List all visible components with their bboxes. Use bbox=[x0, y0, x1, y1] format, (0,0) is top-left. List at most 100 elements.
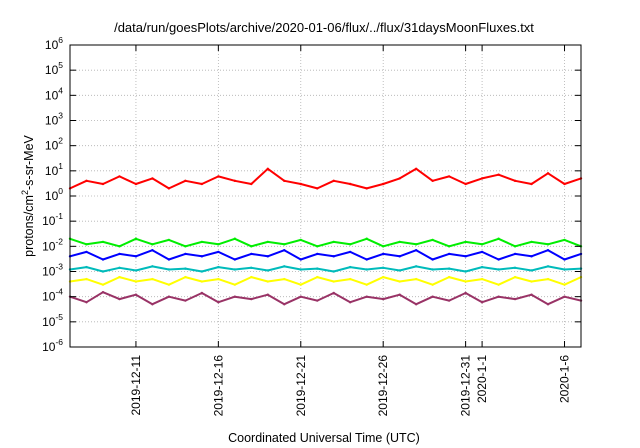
series-1-point bbox=[546, 172, 550, 175]
series-4-point bbox=[101, 270, 105, 273]
series-3-point bbox=[349, 250, 352, 254]
series-1-point bbox=[497, 173, 500, 176]
series-5-point bbox=[299, 283, 302, 286]
series-2-point bbox=[513, 245, 517, 248]
series-3-point bbox=[167, 258, 171, 261]
y-tick-label: 10-5 bbox=[42, 312, 63, 329]
series-1-point bbox=[101, 182, 105, 186]
series-6-point bbox=[184, 299, 187, 302]
series-5-point bbox=[184, 275, 187, 279]
series-5-point bbox=[365, 283, 368, 286]
series-5-point bbox=[530, 280, 533, 283]
series-2-point bbox=[101, 240, 105, 244]
series-3-point bbox=[316, 252, 319, 256]
series-6-point bbox=[167, 295, 171, 298]
series-5-point bbox=[546, 277, 550, 281]
series-3-point bbox=[480, 250, 484, 254]
x-tick-label: 2019-12-31 bbox=[459, 355, 473, 417]
series-1-point bbox=[299, 182, 302, 186]
series-6-point bbox=[266, 293, 270, 296]
y-tick-label: 10-3 bbox=[42, 262, 63, 279]
series-1-point bbox=[167, 187, 171, 190]
series-3-point bbox=[266, 255, 270, 258]
series-3-point bbox=[431, 258, 434, 261]
series-2-point bbox=[266, 240, 270, 244]
series-2-point bbox=[151, 243, 154, 246]
series-3-point bbox=[118, 252, 121, 256]
series-2-point bbox=[480, 243, 484, 246]
series-2-point bbox=[167, 238, 171, 242]
series-5-line bbox=[69, 276, 582, 286]
series-5-point bbox=[250, 275, 253, 279]
series-1-point bbox=[513, 179, 517, 183]
series-1-point bbox=[349, 182, 352, 186]
series-3-point bbox=[283, 249, 286, 252]
series-4-point bbox=[349, 265, 352, 269]
series-3-point bbox=[200, 255, 204, 258]
series-5-point bbox=[233, 283, 237, 286]
series-5-point bbox=[381, 275, 385, 279]
series-1-point bbox=[365, 187, 368, 190]
series-2-point bbox=[233, 237, 237, 240]
series-4-point bbox=[200, 270, 204, 273]
series-4-point bbox=[365, 268, 368, 271]
series-1-point bbox=[85, 179, 88, 183]
series-3-line bbox=[69, 249, 582, 261]
series-4-point bbox=[233, 268, 237, 271]
series-1-point bbox=[464, 182, 467, 186]
series-3-point bbox=[381, 252, 385, 256]
series-1-point bbox=[217, 175, 220, 178]
series-5-point bbox=[480, 277, 484, 281]
series-6-point bbox=[217, 301, 220, 304]
series-3-point bbox=[546, 249, 550, 252]
series-1-point bbox=[250, 182, 253, 186]
series-5-point bbox=[134, 280, 138, 283]
series-4-point bbox=[250, 266, 253, 270]
series-6-point bbox=[200, 291, 204, 295]
series-5-point bbox=[118, 275, 121, 279]
series-2-point bbox=[447, 245, 451, 248]
x-tick-label: 2019-12-26 bbox=[376, 355, 390, 417]
series-4-point bbox=[447, 267, 451, 270]
series-2-point bbox=[200, 240, 204, 244]
series-2-point bbox=[497, 237, 500, 240]
series-2-point bbox=[118, 245, 121, 248]
series-1-point bbox=[184, 179, 187, 183]
series-5-point bbox=[101, 283, 105, 286]
series-2-point bbox=[546, 243, 550, 246]
series-3-point bbox=[447, 252, 451, 256]
y-tick-label: 104 bbox=[45, 85, 63, 102]
series-1-point bbox=[118, 175, 121, 178]
series-1-point bbox=[480, 177, 484, 180]
series-6-point bbox=[233, 295, 237, 298]
series-2-point bbox=[85, 243, 88, 246]
series-5-point bbox=[151, 277, 154, 281]
y-tick-label: 10-2 bbox=[42, 236, 63, 253]
series-2-point bbox=[431, 238, 434, 242]
y-tick-label: 10-6 bbox=[42, 337, 63, 354]
series-4-point bbox=[134, 269, 138, 272]
series-1-point bbox=[332, 179, 335, 183]
series-6-point bbox=[85, 301, 88, 304]
series-1-point bbox=[563, 182, 566, 186]
series-4-line bbox=[69, 265, 582, 273]
series-1-point bbox=[283, 179, 286, 183]
series-3-point bbox=[217, 250, 220, 254]
x-axis-label: Coordinated Universal Time (UTC) bbox=[228, 431, 420, 445]
series-6-point bbox=[513, 297, 517, 301]
series-6-point bbox=[151, 303, 154, 306]
series-2-point bbox=[316, 245, 319, 248]
series-4-point bbox=[530, 269, 533, 272]
y-tick-label: 101 bbox=[45, 161, 63, 178]
series-1-point bbox=[530, 182, 533, 186]
x-tick-label: 2019-12-16 bbox=[211, 355, 225, 417]
x-tick-label: 2019-12-21 bbox=[294, 355, 308, 417]
series-3-point bbox=[299, 258, 302, 261]
series-2-point bbox=[365, 237, 368, 240]
series-4-point bbox=[266, 269, 270, 272]
series-4-point bbox=[414, 265, 418, 268]
series-2-point bbox=[530, 240, 533, 244]
series-4-point bbox=[497, 268, 500, 271]
series-4-point bbox=[398, 269, 401, 272]
series-6-point bbox=[563, 295, 566, 298]
